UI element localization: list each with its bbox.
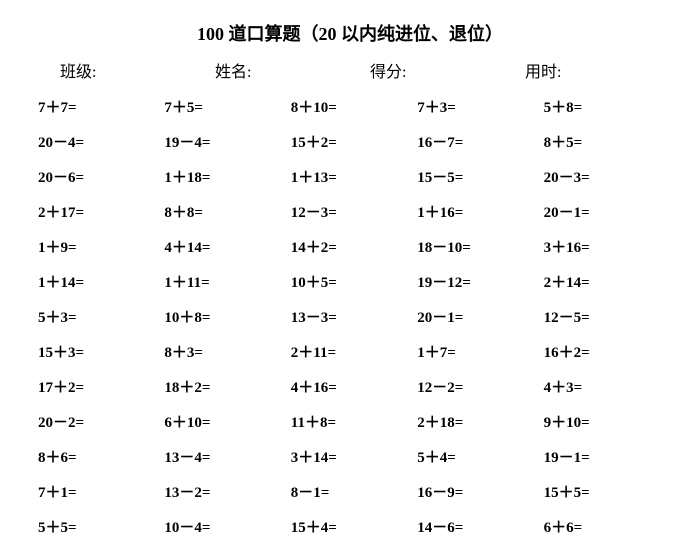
problem-cell: 10－4=: [164, 516, 282, 537]
problem-cell: 1＋13=: [291, 166, 409, 187]
problem-cell: 13－4=: [164, 446, 282, 467]
problem-cell: 19－12=: [417, 271, 535, 292]
problem-cell: 12－3=: [291, 201, 409, 222]
problems-grid: 7＋7= 7＋5= 8＋10= 7＋3= 5＋8= 20－4= 19－4= 15＋2= 16－7…: [30, 96, 670, 537]
problem-cell: 3＋14=: [291, 446, 409, 467]
problem-cell: 5＋5=: [38, 516, 156, 537]
problem-cell: 2＋18=: [417, 411, 535, 432]
problem-cell: 20－1=: [544, 201, 662, 222]
problem-cell: 4＋14=: [164, 236, 282, 257]
problem-cell: 19－1=: [544, 446, 662, 467]
problem-cell: 1＋7=: [417, 341, 535, 362]
problem-cell: 19－4=: [164, 131, 282, 152]
problem-cell: 7＋1=: [38, 481, 156, 502]
problem-cell: 6＋6=: [544, 516, 662, 537]
problem-cell: 15－5=: [417, 166, 535, 187]
problem-cell: 7＋3=: [417, 96, 535, 117]
score-label: 得分:: [350, 58, 505, 82]
problem-cell: 2＋14=: [544, 271, 662, 292]
problem-cell: 7＋7=: [38, 96, 156, 117]
problem-cell: 5＋8=: [544, 96, 662, 117]
problem-cell: 20－4=: [38, 131, 156, 152]
problem-cell: 1＋18=: [164, 166, 282, 187]
problem-cell: 4＋16=: [291, 376, 409, 397]
problem-cell: 16－9=: [417, 481, 535, 502]
problem-cell: 15＋2=: [291, 131, 409, 152]
problem-cell: 3＋16=: [544, 236, 662, 257]
problem-cell: 18＋2=: [164, 376, 282, 397]
problem-cell: 1＋11=: [164, 271, 282, 292]
page-title: 100 道口算题（20 以内纯进位、退位）: [30, 20, 670, 46]
class-label: 班级:: [40, 58, 195, 82]
problem-cell: 16＋2=: [544, 341, 662, 362]
problem-cell: 20－2=: [38, 411, 156, 432]
problem-cell: 9＋10=: [544, 411, 662, 432]
problem-cell: 18－10=: [417, 236, 535, 257]
problem-cell: 12－2=: [417, 376, 535, 397]
problem-cell: 20－6=: [38, 166, 156, 187]
problem-cell: 10＋5=: [291, 271, 409, 292]
problem-cell: 8＋5=: [544, 131, 662, 152]
problem-cell: 10＋8=: [164, 306, 282, 327]
problem-cell: 13－2=: [164, 481, 282, 502]
problem-cell: 16－7=: [417, 131, 535, 152]
problem-cell: 12－5=: [544, 306, 662, 327]
problem-cell: 8＋8=: [164, 201, 282, 222]
problem-cell: 20－3=: [544, 166, 662, 187]
problem-cell: 8＋3=: [164, 341, 282, 362]
problem-cell: 5＋3=: [38, 306, 156, 327]
problem-cell: 15＋3=: [38, 341, 156, 362]
name-label: 姓名:: [195, 58, 350, 82]
problem-cell: 4＋3=: [544, 376, 662, 397]
problem-cell: 2＋11=: [291, 341, 409, 362]
problem-cell: 1＋14=: [38, 271, 156, 292]
problem-cell: 11＋8=: [291, 411, 409, 432]
problem-cell: 13－3=: [291, 306, 409, 327]
problem-cell: 8－1=: [291, 481, 409, 502]
problem-cell: 1＋16=: [417, 201, 535, 222]
problem-cell: 6＋10=: [164, 411, 282, 432]
problem-cell: 14－6=: [417, 516, 535, 537]
problem-cell: 17＋2=: [38, 376, 156, 397]
problem-cell: 8＋10=: [291, 96, 409, 117]
problem-cell: 5＋4=: [417, 446, 535, 467]
header-row: 班级: 姓名: 得分: 用时:: [30, 58, 670, 82]
problem-cell: 14＋2=: [291, 236, 409, 257]
problem-cell: 7＋5=: [164, 96, 282, 117]
problem-cell: 15＋4=: [291, 516, 409, 537]
problem-cell: 8＋6=: [38, 446, 156, 467]
problem-cell: 20－1=: [417, 306, 535, 327]
problem-cell: 15＋5=: [544, 481, 662, 502]
time-label: 用时:: [505, 58, 660, 82]
problem-cell: 2＋17=: [38, 201, 156, 222]
problem-cell: 1＋9=: [38, 236, 156, 257]
